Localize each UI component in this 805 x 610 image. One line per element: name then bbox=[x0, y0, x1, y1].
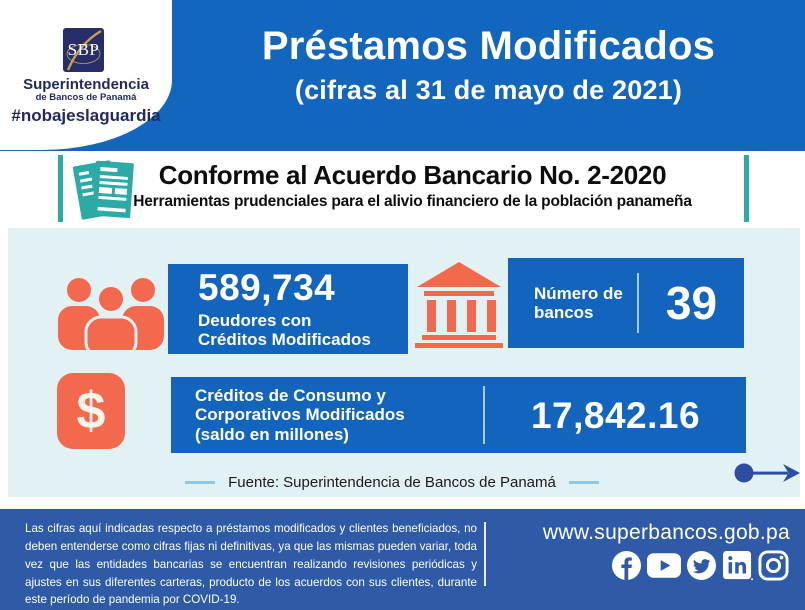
facebook-icon[interactable] bbox=[611, 550, 642, 581]
org-name: Superintendencia bbox=[23, 76, 149, 93]
acuerdo-subtitle: Herramientas prudenciales para el alivio… bbox=[133, 193, 692, 210]
stat-label: Deudores con Créditos Modificados bbox=[198, 310, 371, 349]
youtube-icon[interactable] bbox=[647, 553, 681, 578]
card-divider bbox=[483, 386, 485, 444]
linkedin-icon[interactable] bbox=[722, 550, 753, 581]
stat-value: 39 bbox=[665, 277, 718, 329]
source-label: Fuente: Superintendencia de Bancos de Pa… bbox=[228, 474, 556, 491]
instagram-icon[interactable] bbox=[758, 550, 789, 581]
stat-value: 17,842.16 bbox=[530, 394, 701, 436]
card-divider bbox=[637, 273, 639, 333]
stat-card-deudores: 589,734 Deudores con Créditos Modificado… bbox=[168, 264, 408, 354]
logo-panel: SBP Superintendencia de Bancos de Panamá… bbox=[0, 0, 172, 150]
stat-label: Créditos de Consumo y Corporativos Modif… bbox=[195, 385, 405, 444]
campaign-hashtag: #nobajeslaguardia bbox=[11, 106, 161, 125]
acuerdo-band: Conforme al Acuerdo Bancario No. 2-2020 … bbox=[0, 151, 805, 228]
logo-text: SBP bbox=[67, 40, 100, 59]
stat-card-creditos: Créditos de Consumo y Corporativos Modif… bbox=[171, 377, 746, 453]
social-icons bbox=[611, 550, 789, 581]
dollar-icon: $ bbox=[57, 373, 125, 449]
stats-area: 589,734 Deudores con Créditos Modificado… bbox=[8, 228, 800, 497]
next-arrow-icon[interactable] bbox=[734, 460, 805, 491]
acuerdo-title: Conforme al Acuerdo Bancario No. 2-2020 bbox=[158, 160, 667, 190]
documents-icon bbox=[70, 156, 138, 229]
footer-divider bbox=[484, 522, 486, 586]
header-text: Préstamos Modificados (cifras al 31 de m… bbox=[172, 24, 805, 106]
right-teal-divider bbox=[744, 155, 749, 222]
left-teal-divider bbox=[58, 155, 63, 222]
twitter-icon[interactable] bbox=[686, 550, 717, 581]
stat-value: 589,734 bbox=[198, 266, 336, 308]
website-url[interactable]: www.superbancos.gob.pa bbox=[542, 521, 790, 544]
disclaimer-text: Las cifras aquí indicadas respecto a pré… bbox=[25, 522, 477, 607]
stat-label: Número de bancos bbox=[534, 283, 623, 322]
page-subtitle: (cifras al 31 de mayo de 2021) bbox=[294, 75, 683, 105]
page-title: Préstamos Modificados bbox=[261, 24, 716, 68]
dash-right bbox=[568, 481, 599, 484]
sbp-logo-icon: SBP bbox=[63, 28, 104, 72]
source-row: Fuente: Superintendencia de Bancos de Pa… bbox=[0, 474, 788, 491]
stat-card-bancos: Número de bancos 39 bbox=[508, 258, 744, 348]
people-icon bbox=[58, 276, 164, 359]
org-name-sub: de Bancos de Panamá bbox=[35, 92, 137, 103]
footer-band: Las cifras aquí indicadas respecto a pré… bbox=[0, 509, 805, 610]
dash-left bbox=[185, 481, 216, 484]
bank-icon bbox=[414, 260, 504, 353]
